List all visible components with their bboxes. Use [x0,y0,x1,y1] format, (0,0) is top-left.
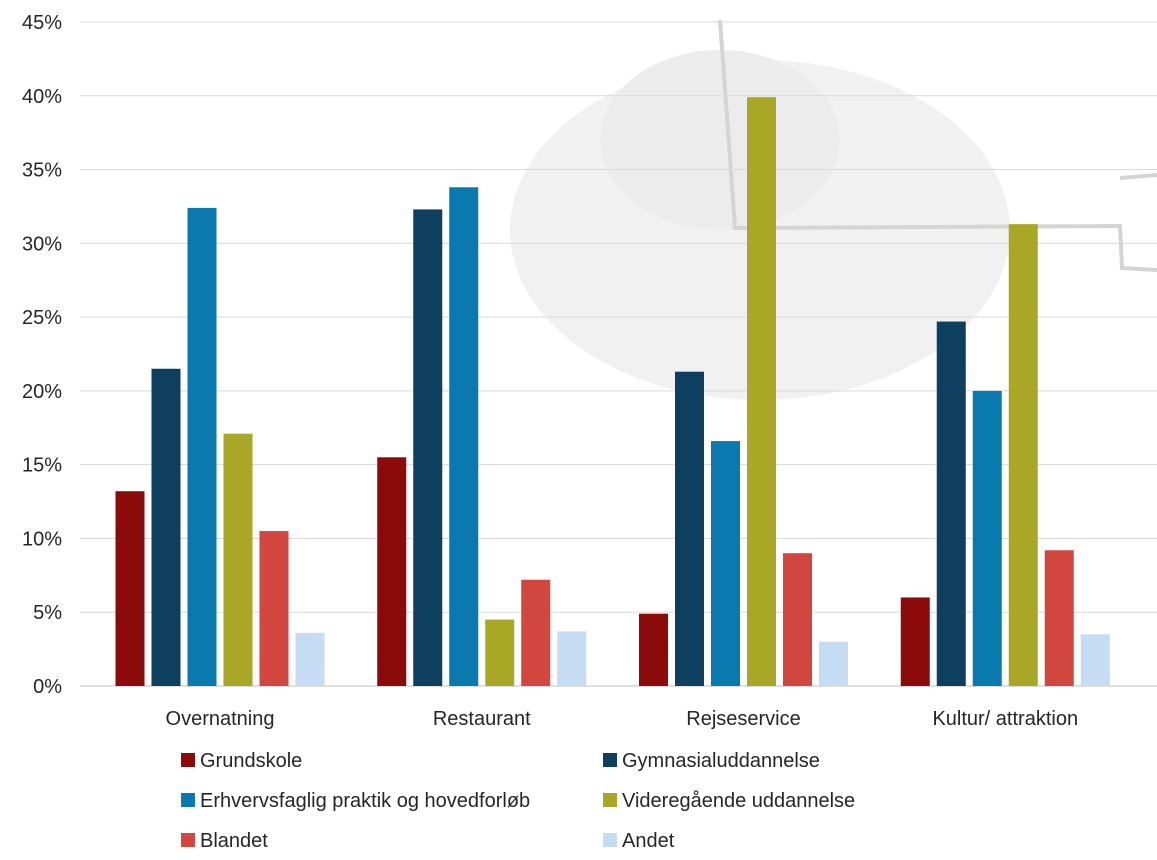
bar-erhvervsfaglig-praktik-og-hovedforl-b-0 [187,207,217,687]
legend-swatch [603,753,617,767]
y-tick-label: 45% [22,12,62,34]
y-tick-label: 35% [22,160,62,182]
bar-erhvervsfaglig-praktik-og-hovedforl-b-1 [449,187,479,687]
x-category-label: Overnatning [166,708,275,730]
bar-blandet-1 [521,579,551,686]
bar-andet-0 [295,632,325,686]
legend: Grundskole Gymnasialuddannelse Erhvervsfag… [181,750,855,852]
legend-swatch [181,833,195,847]
bars [115,97,1110,687]
y-tick-label: 0% [33,676,62,698]
legend-swatch [603,833,617,847]
bar-erhvervsfaglig-praktik-og-hovedforl-b-3 [972,390,1002,686]
background-sketch [510,19,1157,400]
legend-swatch [181,793,195,807]
background-sketch-line [718,19,1157,272]
x-category-label: Restaurant [433,708,531,730]
bar-videreg-ende-uddannelse-0 [223,433,253,686]
bar-grundskole-1 [377,457,407,686]
y-tick-label: 20% [22,381,62,403]
legend-label: Gymnasialuddannelse [622,750,820,772]
bar-videreg-ende-uddannelse-3 [1008,224,1038,686]
bar-blandet-2 [783,553,812,686]
y-tick-label: 15% [22,455,62,477]
bar-grundskole-0 [115,491,145,686]
bar-grundskole-2 [639,613,668,686]
legend-label: Blandet [200,830,268,852]
bar-andet-1 [557,631,587,686]
bar-gymnasialuddannelse-0 [151,368,181,686]
legend-label: Videregående uddannelse [622,790,855,812]
legend-label: Grundskole [200,750,302,772]
bar-gymnasialuddannelse-1 [413,209,443,686]
bar-andet-2 [819,641,848,686]
y-tick-label: 25% [22,307,62,329]
legend-swatch [181,753,195,767]
y-tick-label: 30% [22,233,62,255]
legend-label: Andet [622,830,675,852]
legend-swatch [603,793,617,807]
background-hand-shape [600,50,840,230]
bar-andet-3 [1080,634,1110,686]
y-axis-ticks: 0% 5% 10% 15% 20% 25% 30% 35% 40% 45% [22,12,62,698]
y-tick-label: 10% [22,528,62,550]
bar-videreg-ende-uddannelse-2 [747,97,776,686]
bar-gymnasialuddannelse-3 [936,321,966,686]
bar-grundskole-3 [900,597,930,686]
x-category-label: Kultur/ attraktion [932,708,1078,730]
bar-blandet-0 [259,531,289,686]
bar-blandet-3 [1044,550,1074,686]
bar-gymnasialuddannelse-2 [675,371,704,686]
background-sketch-line [1119,173,1157,180]
legend-label: Erhvervsfaglig praktik og hovedforløb [200,790,530,812]
x-axis-categories: Overnatning Restaurant Rejseservice Kultur/… [166,708,1079,730]
bar-erhvervsfaglig-praktik-og-hovedforl-b-2 [711,441,740,686]
y-tick-label: 40% [22,86,62,108]
bar-videreg-ende-uddannelse-1 [485,619,515,686]
x-category-label: Rejseservice [686,708,800,730]
y-tick-label: 5% [33,602,62,624]
